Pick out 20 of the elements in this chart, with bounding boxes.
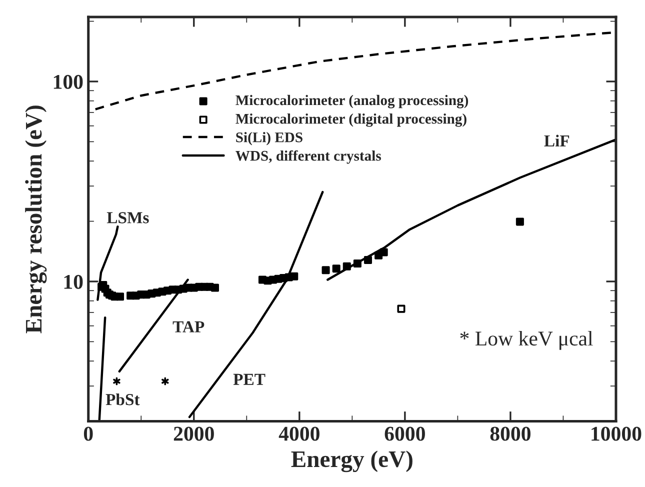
annotation: LiF	[544, 134, 570, 146]
x-axis-title: Energy (eV)	[291, 450, 412, 472]
annotation: LSMs	[106, 212, 149, 224]
y-tick-label: 10	[64, 274, 83, 289]
x-tick-label: 6000	[384, 426, 425, 441]
x-tick-label: 2000	[174, 426, 214, 441]
y-tick-label: 100	[54, 74, 83, 89]
x-tick-label: 0	[84, 426, 93, 441]
annotation: PET	[233, 374, 266, 385]
x-tick-label: 8000	[490, 426, 530, 441]
legend-label: Microcalorimeter (analog processing)	[236, 94, 468, 108]
x-tick-label: 4000	[278, 426, 320, 441]
annotation: PbSt	[106, 393, 140, 406]
annotation: * Low keV μcal	[460, 330, 593, 350]
legend-label: Microcalorimeter (digital processing)	[236, 113, 466, 127]
y-axis-title: Energy resolution (eV)	[25, 106, 47, 334]
legend-label: Si(Li) EDS	[236, 132, 302, 146]
x-tick-label: 10000	[592, 426, 642, 441]
legend-label: WDS, different crystals	[236, 150, 381, 164]
annotation: TAP	[172, 321, 204, 332]
